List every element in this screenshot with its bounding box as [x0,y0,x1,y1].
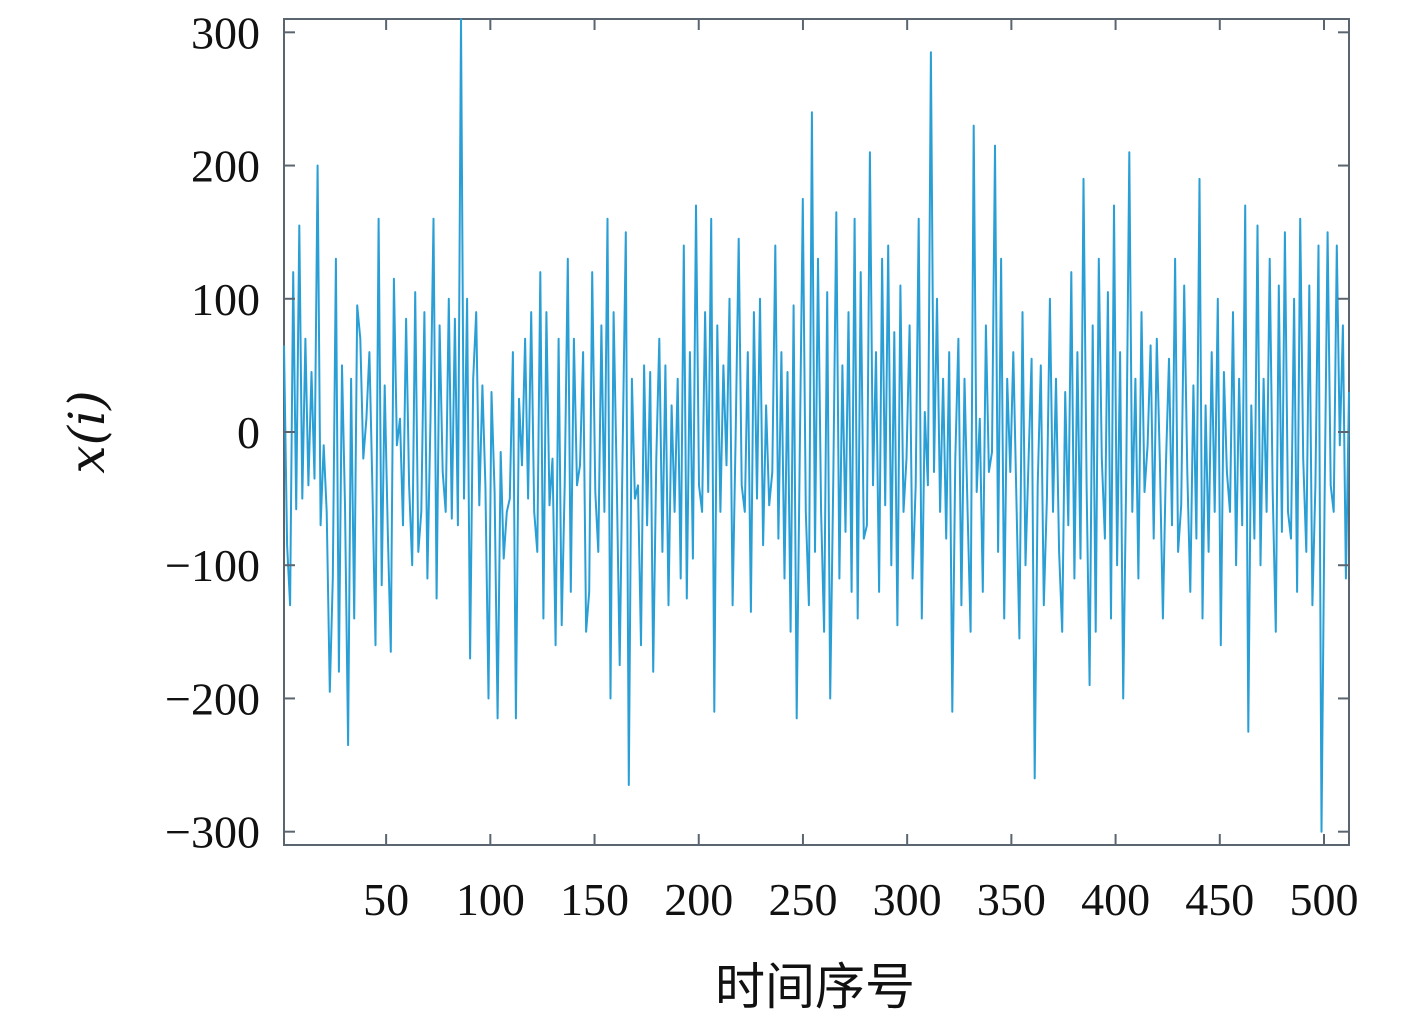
y-tick-label: −300 [165,807,260,858]
y-tick-label: −100 [165,540,260,591]
x-axis-title: 时间序号 [715,958,915,1016]
y-tick-label: 100 [191,274,260,325]
y-axis-title: x(i) [58,390,116,473]
x-tick-label: 350 [977,874,1046,925]
y-tick-label: 300 [191,7,260,58]
x-tick-label: 150 [560,874,629,925]
x-tick-label: 200 [664,874,733,925]
y-tick-label: 200 [191,141,260,192]
y-tick-label: −200 [165,673,260,724]
x-tick-label: 100 [456,874,525,925]
x-tick-label: 500 [1289,874,1358,925]
x-tick-label: 300 [873,874,942,925]
x-tick-label: 250 [768,874,837,925]
x-tick-label: 50 [363,874,409,925]
x-tick-label: 400 [1081,874,1150,925]
y-tick-label: 0 [237,407,260,458]
x-tick-label: 450 [1185,874,1254,925]
series-line [283,18,1350,833]
